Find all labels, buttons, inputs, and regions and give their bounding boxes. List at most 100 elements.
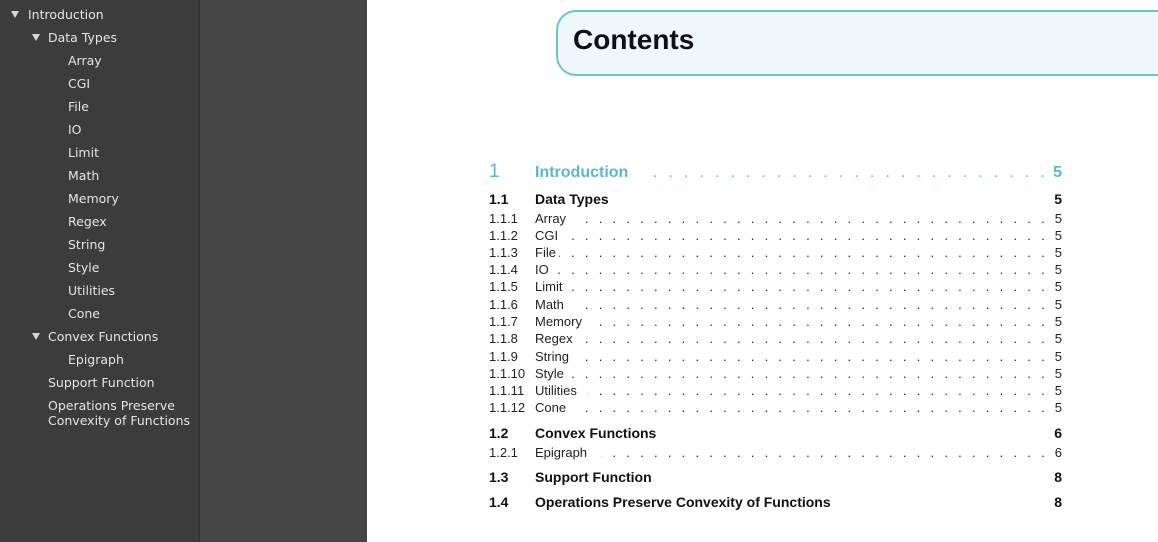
toc-page-number: 5 xyxy=(1054,297,1062,312)
toc-page-number: 6 xyxy=(1054,445,1062,460)
toc-entry-section[interactable]: 1.3 Support Function 8 xyxy=(489,469,1062,487)
toc-title: Regex xyxy=(535,331,573,346)
toc-page-number: 8 xyxy=(1054,469,1062,485)
toc-number: 1.1.2 xyxy=(489,228,518,243)
toc-entry-subsection[interactable]: 1.1.7 Memory . . . . . . . . . . . . . .… xyxy=(489,314,1062,330)
toc-title: Convex Functions xyxy=(535,425,657,441)
outline-item-label: CGI xyxy=(68,76,91,91)
toc-leader-dots: . . . . . . . . . . . . . . . . . . . . … xyxy=(577,400,1048,415)
toc-leader-dots: . . . . . . . . . . . . . . . . . . . . … xyxy=(577,297,1048,312)
toc-title: Introduction xyxy=(535,164,629,181)
toc-title: CGI xyxy=(535,228,559,243)
toc-number: 1.4 xyxy=(489,494,509,510)
toc-title: File xyxy=(535,245,556,260)
toc-title: Utilities xyxy=(535,383,577,398)
toc-title: Operations Preserve Convexity of Functio… xyxy=(535,494,831,510)
toc-title: IO xyxy=(535,262,549,277)
toc-page-number: 5 xyxy=(1054,279,1062,294)
toc-entry-subsection[interactable]: 1.1.2 CGI . . . . . . . . . . . . . . . … xyxy=(489,228,1062,244)
toc-title: Cone xyxy=(535,400,567,415)
toc-entry-section[interactable]: 1.1 Data Types 5 xyxy=(489,191,1062,209)
outline-item-label: Memory xyxy=(68,191,119,206)
toc-entry-subsection[interactable]: 1.1.12 Cone . . . . . . . . . . . . . . … xyxy=(489,400,1062,416)
toc-number: 1.2 xyxy=(489,425,509,441)
outline-item-label: Introduction xyxy=(28,7,104,22)
toc-leader-dots: . . . . . . . . . . . . . . . . . . . . … xyxy=(587,383,1048,398)
toc-number: 1.1.8 xyxy=(489,331,518,346)
toc-entry-subsection[interactable]: 1.1.10 Style . . . . . . . . . . . . . .… xyxy=(489,366,1062,382)
toc-leader-dots: . . . . . . . . . . . . . . . . . . . . … xyxy=(559,245,1048,260)
toc-number: 1.1.10 xyxy=(489,366,526,381)
toc-entry-subsection[interactable]: 1.1.9 String . . . . . . . . . . . . . .… xyxy=(489,349,1062,365)
toc-leader-dots: . . . . . . . . . . . . . . . . . . . . … xyxy=(581,211,1048,226)
toc-page-number: 5 xyxy=(1054,191,1062,207)
toc-title: String xyxy=(535,349,569,364)
outline-item-label: Operations Preserve Convexity of Functio… xyxy=(48,398,191,428)
outline-item-label: IO xyxy=(68,122,82,137)
toc-entry-subsection[interactable]: 1.1.5 Limit . . . . . . . . . . . . . . … xyxy=(489,279,1062,295)
toc-number: 1.1.4 xyxy=(489,262,518,277)
outline-item-label: Cone xyxy=(68,306,100,321)
toc-leader-dots: . . . . . . . . . . . . . . . . . . . . … xyxy=(579,331,1048,346)
toc-leader-dots: . . . . . . . . . . . . . . . . . . . . … xyxy=(569,228,1048,243)
toc-number: 1.2.1 xyxy=(489,445,518,460)
expand-triangle-icon[interactable] xyxy=(11,11,19,18)
toc-page-number: 5 xyxy=(1054,349,1062,364)
document-page: Contents 1 Introduction . . . . . . . . … xyxy=(367,0,1158,542)
toc-entry-subsection[interactable]: 1.1.6 Math . . . . . . . . . . . . . . .… xyxy=(489,297,1062,313)
expand-triangle-icon[interactable] xyxy=(32,333,40,340)
toc-entry-subsection[interactable]: 1.1.4 IO . . . . . . . . . . . . . . . .… xyxy=(489,262,1062,278)
toc-title: Data Types xyxy=(535,191,609,207)
toc-number: 1.1.7 xyxy=(489,314,518,329)
toc-leader-dots: . . . . . . . . . . . . . . . . . . . . … xyxy=(551,262,1048,277)
toc-number: 1 xyxy=(489,161,500,182)
toc-number: 1.1.6 xyxy=(489,297,518,312)
toc-number: 1.1 xyxy=(489,191,509,207)
toc-leader-dots: . . . . . . . . . . . . . . . . . . . . … xyxy=(649,164,1048,181)
toc-leader-dots: . . . . . . . . . . . . . . . . . . . . … xyxy=(593,314,1048,329)
toc-number: 1.3 xyxy=(489,469,509,485)
outline-item-label: Data Types xyxy=(48,30,118,45)
toc-entry-subsection[interactable]: 1.1.8 Regex . . . . . . . . . . . . . . … xyxy=(489,331,1062,347)
toc-page-number: 5 xyxy=(1054,228,1062,243)
toc-entry-section[interactable]: 1.2 Convex Functions 6 xyxy=(489,425,1062,443)
toc-page-number: 5 xyxy=(1054,331,1062,346)
toc-page-number: 5 xyxy=(1053,164,1062,181)
toc-number: 1.1.9 xyxy=(489,349,518,364)
expand-triangle-icon[interactable] xyxy=(32,34,40,41)
outline-item-label: Style xyxy=(68,260,100,275)
toc-leader-dots: . . . . . . . . . . . . . . . . . . . . … xyxy=(571,366,1048,381)
toc-number: 1.1.12 xyxy=(489,400,526,415)
toc-entry-subsection[interactable]: 1.1.3 File . . . . . . . . . . . . . . .… xyxy=(489,245,1062,261)
toc-page-number: 5 xyxy=(1054,262,1062,277)
toc-entry-subsection[interactable]: 1.2.1 Epigraph . . . . . . . . . . . . .… xyxy=(489,445,1062,461)
toc-page-number: 8 xyxy=(1054,494,1062,510)
toc-entry-subsection[interactable]: 1.1.11 Utilities . . . . . . . . . . . .… xyxy=(489,383,1062,399)
outline-item-label: Support Function xyxy=(48,375,155,390)
toc-page-number: 5 xyxy=(1054,245,1062,260)
page-gutter xyxy=(200,0,367,542)
toc-leader-dots: . . . . . . . . . . . . . . . . . . . . … xyxy=(569,279,1048,294)
outline-item-label: Regex xyxy=(68,214,107,229)
outline-item-label: Epigraph xyxy=(68,352,124,367)
outline-item-label: String xyxy=(68,237,106,252)
toc-page-number: 5 xyxy=(1054,366,1062,381)
toc-number: 1.1.11 xyxy=(489,383,525,398)
toc-number: 1.1.5 xyxy=(489,279,518,294)
toc-page-number: 5 xyxy=(1054,211,1062,226)
toc-page-number: 5 xyxy=(1054,383,1062,398)
toc-entry-subsection[interactable]: 1.1.1 Array . . . . . . . . . . . . . . … xyxy=(489,211,1062,227)
toc-leader-dots: . . . . . . . . . . . . . . . . . . . . … xyxy=(601,445,1048,460)
toc-title: Style xyxy=(535,366,564,381)
toc-title: Array xyxy=(535,211,567,226)
toc-page-number: 6 xyxy=(1054,425,1062,441)
outline-item-operations-preserve[interactable]: Operations Preserve Convexity of Functio… xyxy=(0,398,198,430)
contents-title: Contents xyxy=(573,24,695,55)
toc-entry-section[interactable]: 1.4 Operations Preserve Convexity of Fun… xyxy=(489,494,1062,512)
toc-number: 1.1.1 xyxy=(489,211,518,226)
contents-heading-box: Contents xyxy=(556,10,1158,76)
toc-title: Limit xyxy=(535,279,563,294)
outline-item-label: Array xyxy=(68,53,102,68)
outline-item-label: Math xyxy=(68,168,100,183)
toc-entry-chapter[interactable]: 1 Introduction . . . . . . . . . . . . .… xyxy=(489,161,1062,184)
